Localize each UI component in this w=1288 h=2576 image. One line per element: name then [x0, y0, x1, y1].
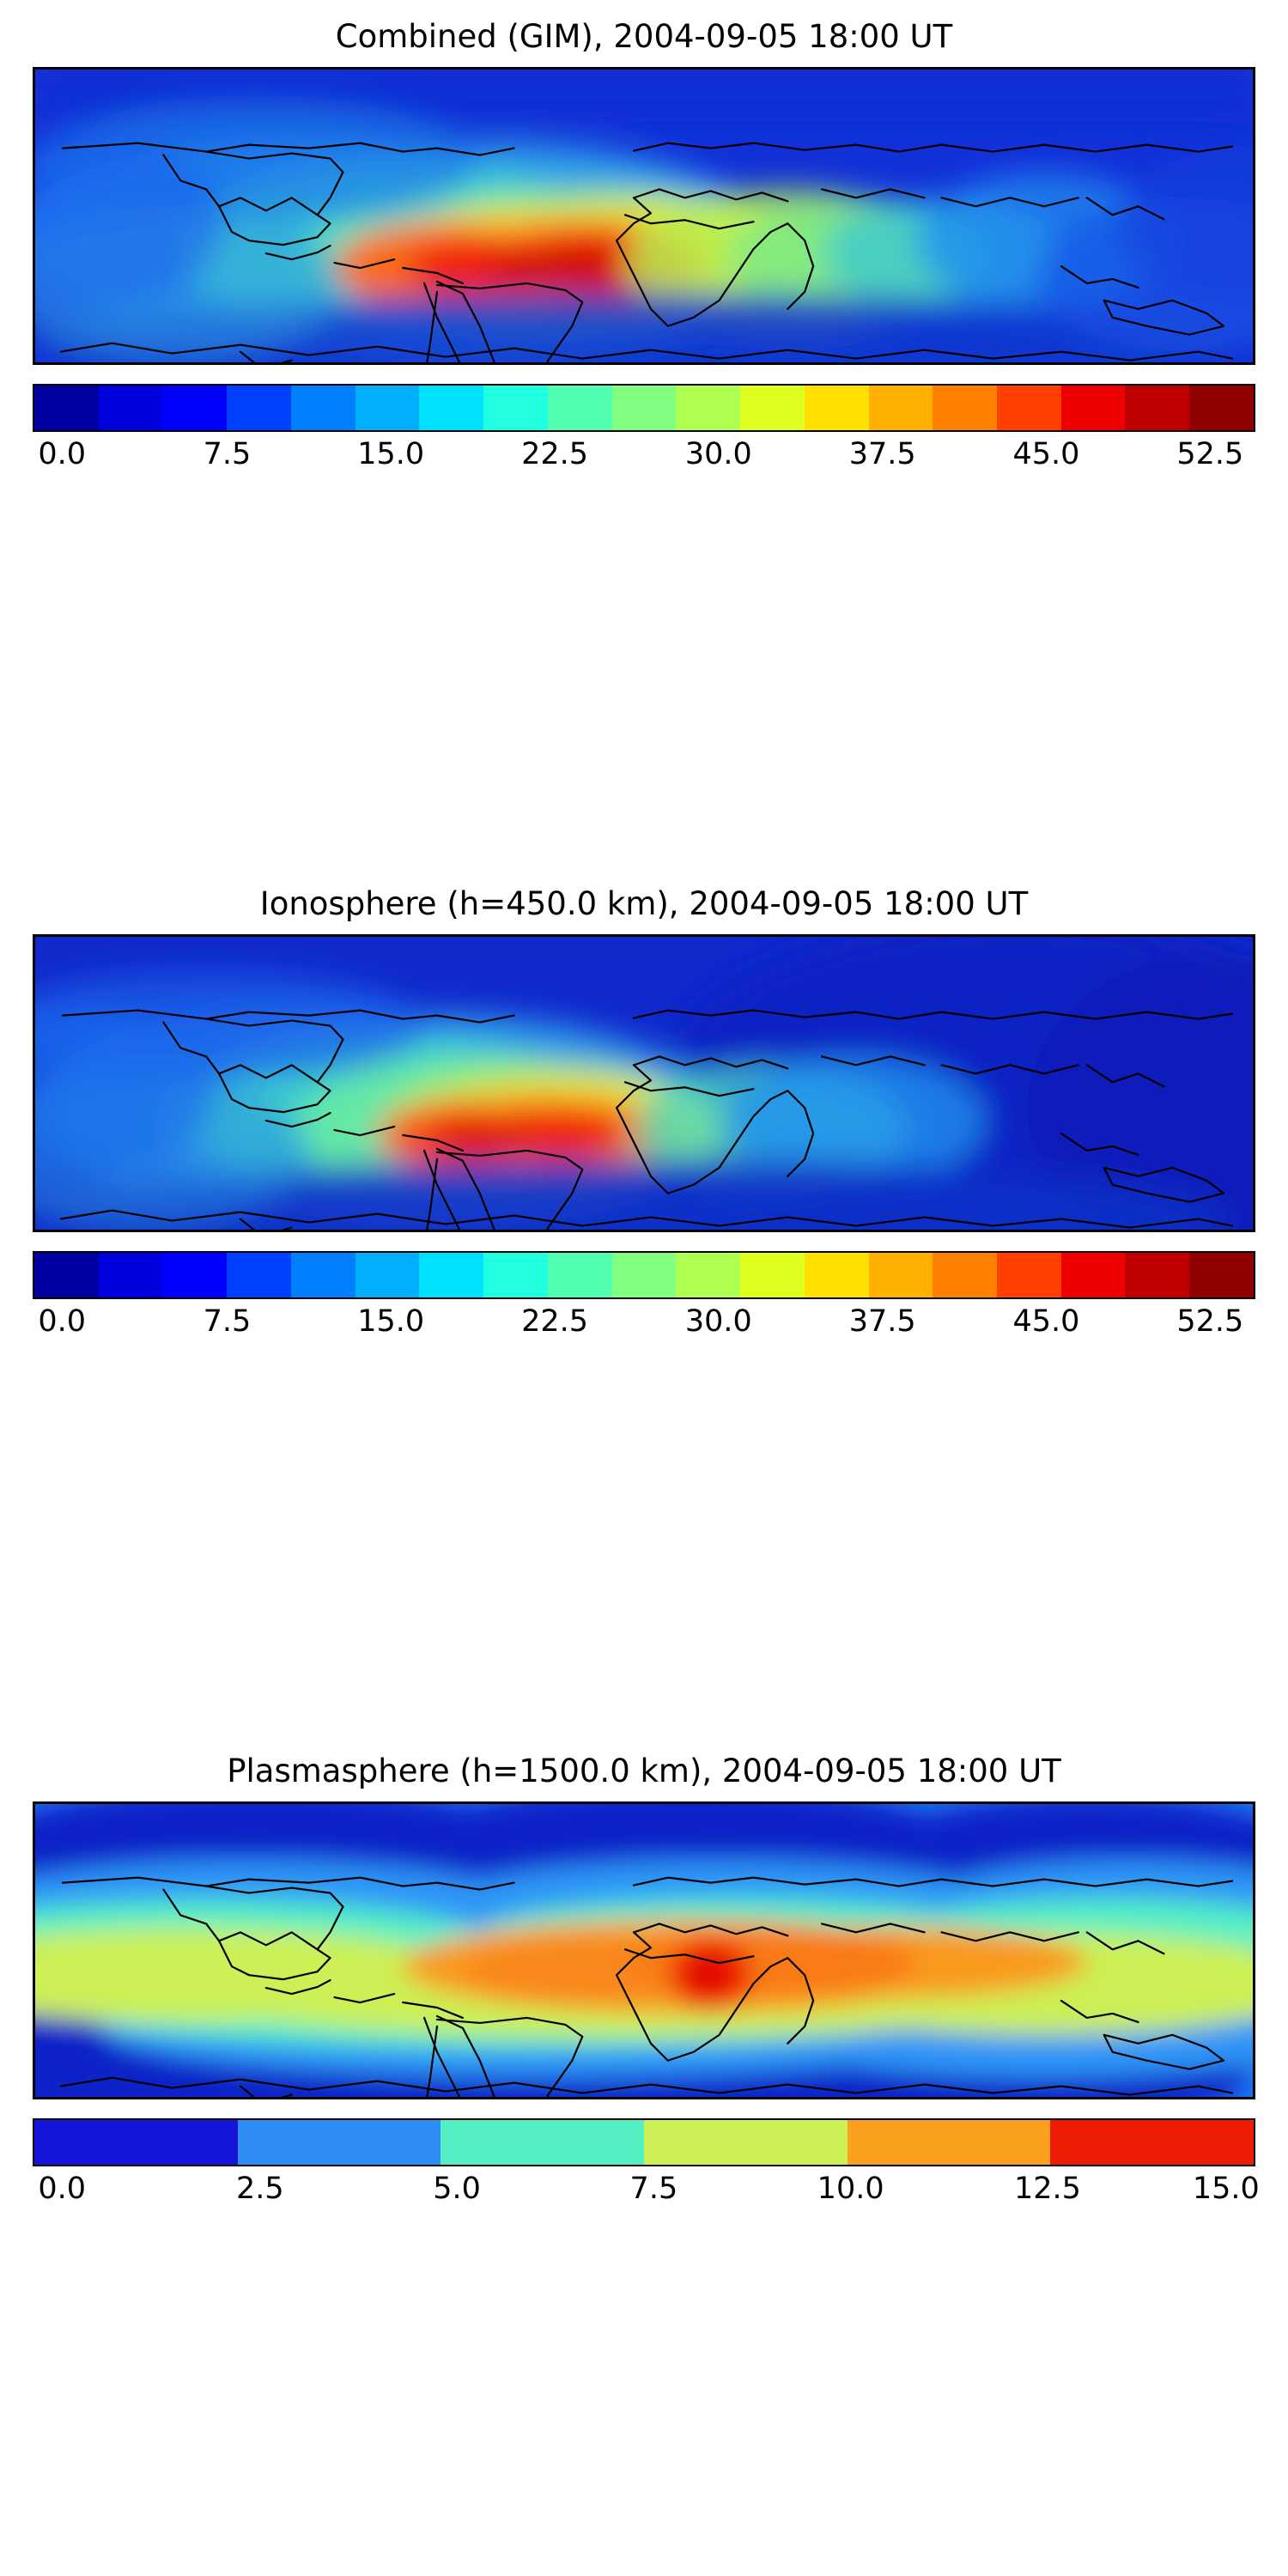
colorbar-ticks-plasmasphere: 0.0 2.5 5.0 7.5 10.0 12.5 15.0 [33, 2166, 1259, 2208]
map-field-combined [35, 70, 1253, 362]
tick-label: 15.0 [357, 437, 425, 471]
panel-title-plasmasphere: Plasmasphere (h=1500.0 km), 2004-09-05 1… [227, 1753, 1061, 1789]
tick-label: 45.0 [1012, 1304, 1080, 1339]
colorbar-ticks-ionosphere: 0.0 7.5 15.0 22.5 30.0 37.5 45.0 52.5 [33, 1299, 1255, 1340]
tick-label: 52.5 [1176, 437, 1244, 471]
panel-ionosphere: Ionosphere (h=450.0 km), 2004-09-05 18:0… [0, 884, 1288, 1340]
tick-label: 0.0 [38, 2172, 87, 2206]
tick-label: 22.5 [521, 1304, 589, 1339]
tick-label: 5.0 [433, 2172, 481, 2206]
map-field-ionosphere [35, 937, 1253, 1230]
tick-label: 7.5 [203, 437, 252, 471]
tick-label: 37.5 [848, 1304, 916, 1339]
tick-label: 7.5 [629, 2172, 678, 2206]
panel-title-ionosphere: Ionosphere (h=450.0 km), 2004-09-05 18:0… [259, 885, 1029, 922]
tick-label: 0.0 [38, 1304, 87, 1339]
panel-combined: Combined (GIM), 2004-09-05 18:00 UT [0, 17, 1288, 473]
colorbar-ionosphere [33, 1251, 1255, 1299]
map-combined [33, 67, 1255, 365]
colorbar-ticks-combined: 0.0 7.5 15.0 22.5 30.0 37.5 45.0 52.5 [33, 432, 1255, 473]
tick-label: 37.5 [848, 437, 916, 471]
tick-label: 12.5 [1013, 2172, 1081, 2206]
map-ionosphere [33, 934, 1255, 1232]
tick-label: 22.5 [521, 437, 589, 471]
tick-label: 52.5 [1176, 1304, 1244, 1339]
colorbar-wrap-combined: 0.0 7.5 15.0 22.5 30.0 37.5 45.0 52.5 [33, 384, 1255, 473]
tick-label: 30.0 [684, 437, 752, 471]
colorbar-plasmasphere [33, 2118, 1255, 2166]
tick-label: 30.0 [684, 1304, 752, 1339]
colorbar-combined [33, 384, 1255, 432]
tick-label: 15.0 [1192, 2172, 1260, 2206]
panel-plasmasphere: Plasmasphere (h=1500.0 km), 2004-09-05 1… [0, 1752, 1288, 2208]
tick-label: 7.5 [203, 1304, 252, 1339]
tick-label: 15.0 [357, 1304, 425, 1339]
tick-label: 0.0 [38, 437, 87, 471]
map-plasmasphere [33, 1801, 1255, 2099]
tick-label: 2.5 [236, 2172, 284, 2206]
tick-label: 10.0 [817, 2172, 884, 2206]
tick-label: 45.0 [1012, 437, 1080, 471]
map-field-plasmasphere [35, 1804, 1253, 2097]
colorbar-wrap-ionosphere: 0.0 7.5 15.0 22.5 30.0 37.5 45.0 52.5 [33, 1251, 1255, 1340]
panel-title-combined: Combined (GIM), 2004-09-05 18:00 UT [335, 18, 953, 55]
colorbar-wrap-plasmasphere: 0.0 2.5 5.0 7.5 10.0 12.5 15.0 [33, 2118, 1260, 2208]
